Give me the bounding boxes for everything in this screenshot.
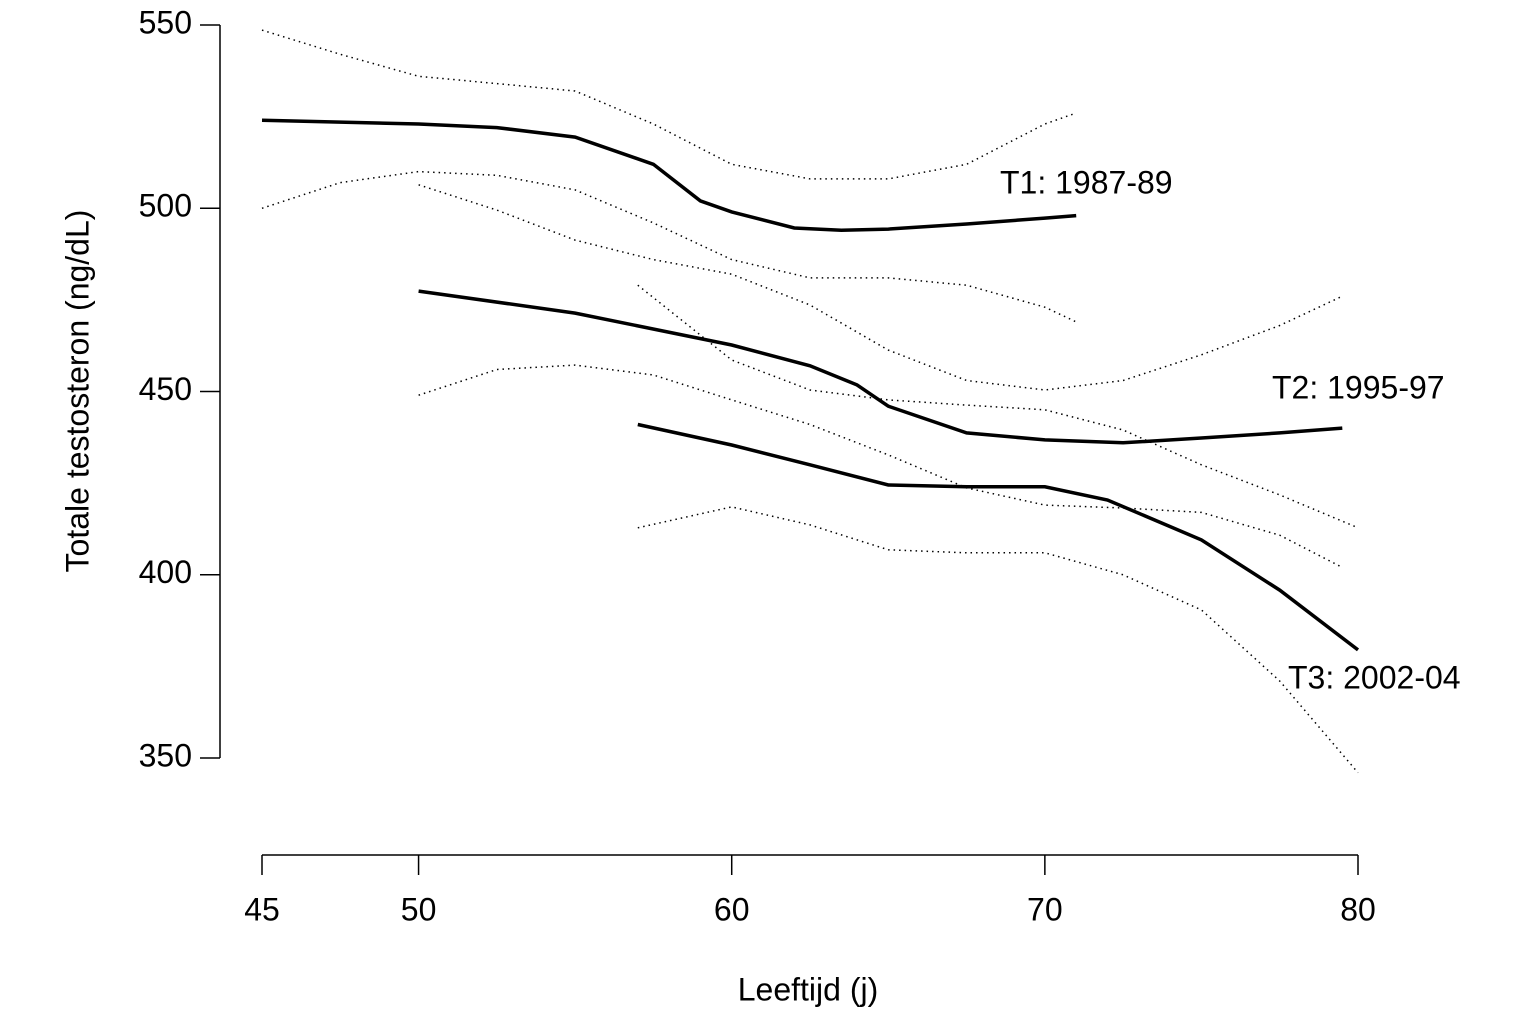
y-axis-label: Totale testosteron (ng/dL)	[59, 210, 95, 573]
x-tick-label: 70	[1027, 891, 1063, 927]
confidence-band	[261, 170, 1077, 323]
confidence-band	[637, 284, 1359, 529]
series-line	[418, 289, 1343, 445]
confidence-band	[418, 184, 1343, 391]
y-tick-label: 550	[139, 4, 192, 40]
confidence-band	[637, 506, 1359, 774]
series-label: T2: 1995-97	[1272, 369, 1445, 405]
x-tick-label: 80	[1340, 891, 1376, 927]
x-tick-label: 60	[714, 891, 750, 927]
series-line	[637, 422, 1360, 652]
y-tick-label: 450	[139, 371, 192, 407]
y-tick-label: 400	[139, 554, 192, 590]
x-axis-label: Leeftijd (j)	[738, 971, 879, 1007]
series-label: T3: 2002-04	[1288, 659, 1461, 695]
x-tick-label: 50	[401, 891, 437, 927]
confidence-band	[418, 364, 1343, 569]
y-tick-label: 500	[139, 188, 192, 224]
y-tick-label: 350	[139, 737, 192, 773]
series-label: T1: 1987-89	[1000, 164, 1173, 200]
x-tick-label: 45	[244, 891, 280, 927]
confidence-band	[261, 29, 1077, 180]
series-line	[261, 118, 1077, 232]
